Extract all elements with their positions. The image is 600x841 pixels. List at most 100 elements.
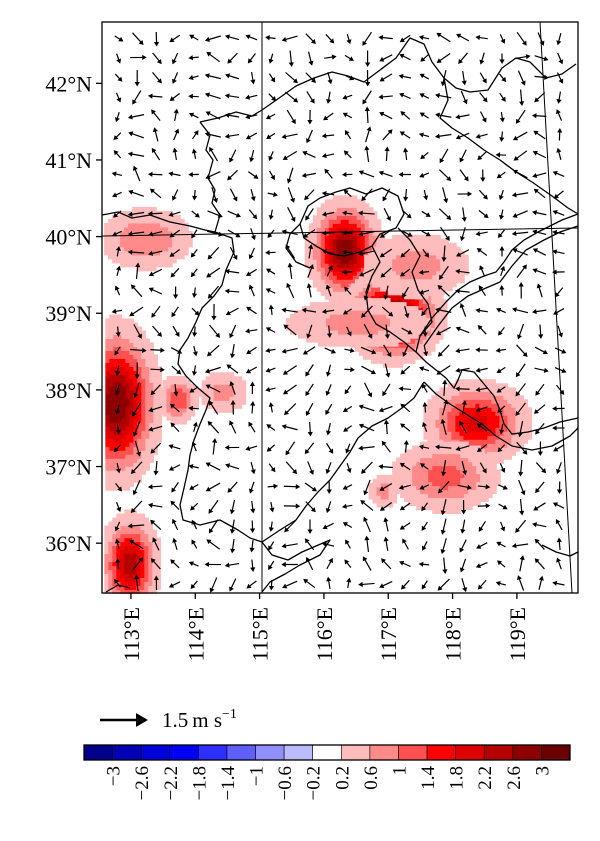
anomaly-cell [448, 473, 453, 479]
anomaly-cell [442, 311, 448, 316]
wind-vector [343, 425, 352, 432]
wind-vector [400, 423, 411, 432]
anomaly-cell [425, 318, 431, 323]
wind-vector [326, 442, 334, 454]
anomaly-cell [329, 314, 335, 319]
lon-label: 117°E [376, 607, 401, 661]
anomaly-cell [479, 447, 484, 452]
anomaly-cell [129, 382, 134, 387]
anomaly-cell [108, 226, 113, 232]
anomaly-cell [121, 322, 126, 328]
anomaly-cell [229, 392, 235, 397]
anomaly-cell [140, 577, 145, 583]
colorbar-swatch [541, 744, 571, 761]
anomaly-cell [137, 386, 142, 391]
anomaly-cell [495, 427, 500, 432]
anomaly-cell [452, 477, 457, 483]
anomaly-cell [511, 387, 516, 392]
anomaly-cell [424, 258, 429, 264]
anomaly-cell [499, 459, 504, 464]
anomaly-cell [144, 541, 149, 547]
anomaly-cell [113, 414, 118, 419]
anomaly-cell [464, 449, 469, 455]
anomaly-cell [133, 406, 138, 411]
anomaly-cell [120, 222, 125, 228]
anomaly-cell [121, 474, 126, 479]
anomaly-cell [386, 347, 392, 352]
anomaly-cell [428, 290, 433, 296]
wind-vector [399, 462, 411, 471]
anomaly-cell [428, 286, 433, 292]
colorbar-tick-label: 0.6 [361, 766, 382, 790]
anomaly-cell [116, 581, 121, 587]
anomaly-cell [152, 266, 157, 272]
anomaly-cell [172, 214, 177, 220]
anomaly-cell [105, 422, 110, 427]
anomaly-cell [308, 251, 314, 256]
anomaly-cell [116, 573, 121, 579]
anomaly-cell [412, 485, 417, 491]
anomaly-cell [225, 400, 231, 405]
anomaly-cell [377, 342, 383, 347]
anomaly-cell [416, 445, 421, 451]
anomaly-cell [424, 282, 429, 288]
anomaly-cell [108, 525, 113, 531]
anomaly-cell [158, 395, 164, 401]
anomaly-cell [360, 255, 366, 260]
anomaly-cell [344, 227, 350, 232]
anomaly-cell [312, 219, 318, 224]
anomaly-cell [149, 362, 154, 367]
anomaly-cell [117, 346, 122, 351]
anomaly-cell [468, 469, 473, 475]
anomaly-cell [412, 282, 417, 288]
anomaly-cell [404, 286, 409, 292]
anomaly-cell [428, 465, 433, 471]
anomaly-cell [317, 334, 323, 339]
anomaly-cell [332, 271, 338, 276]
wind-vector [440, 518, 447, 535]
anomaly-cell [468, 505, 473, 511]
wind-vector [133, 382, 140, 399]
anomaly-cell [388, 498, 394, 504]
anomaly-cell [332, 235, 338, 240]
anomaly-cell [444, 270, 449, 276]
anomaly-cell [137, 430, 142, 435]
anomaly-cell [424, 505, 429, 511]
wind-vector [398, 386, 412, 392]
wind-vector [170, 267, 180, 278]
anomaly-cell [432, 242, 437, 248]
wind-vector [399, 560, 411, 568]
wind-vector [132, 32, 144, 46]
anomaly-cell [503, 387, 508, 392]
wind-vector [497, 560, 506, 568]
anomaly-cell [309, 334, 315, 339]
anomaly-cell [408, 485, 413, 491]
anomaly-cell [121, 482, 126, 487]
anomaly-cell [157, 374, 162, 379]
wind-vector [306, 283, 312, 298]
anomaly-cell [105, 482, 110, 487]
anomaly-cell [145, 370, 150, 375]
anomaly-cell [332, 231, 338, 236]
wind-vector [532, 210, 547, 216]
wind-vector [436, 326, 451, 336]
anomaly-cell [436, 469, 441, 475]
colorbar-tick-label: −3 [104, 766, 125, 786]
wind-vector [284, 403, 297, 416]
anomaly-cell [404, 497, 409, 503]
wind-vector [403, 147, 409, 161]
wind-vector [282, 150, 298, 160]
wind-vector [150, 384, 161, 396]
anomaly-cell [145, 462, 150, 467]
anomaly-cell [444, 242, 449, 248]
anomaly-cell [145, 374, 150, 379]
anomaly-cell [442, 319, 448, 324]
anomaly-cell [166, 415, 172, 421]
anomaly-cell [233, 380, 239, 385]
anomaly-cell [424, 242, 429, 248]
anomaly-cell [353, 298, 359, 303]
anomaly-cell [357, 322, 363, 327]
anomaly-cell [141, 426, 146, 431]
anomaly-cell [352, 215, 358, 220]
anomaly-cell [480, 489, 485, 495]
